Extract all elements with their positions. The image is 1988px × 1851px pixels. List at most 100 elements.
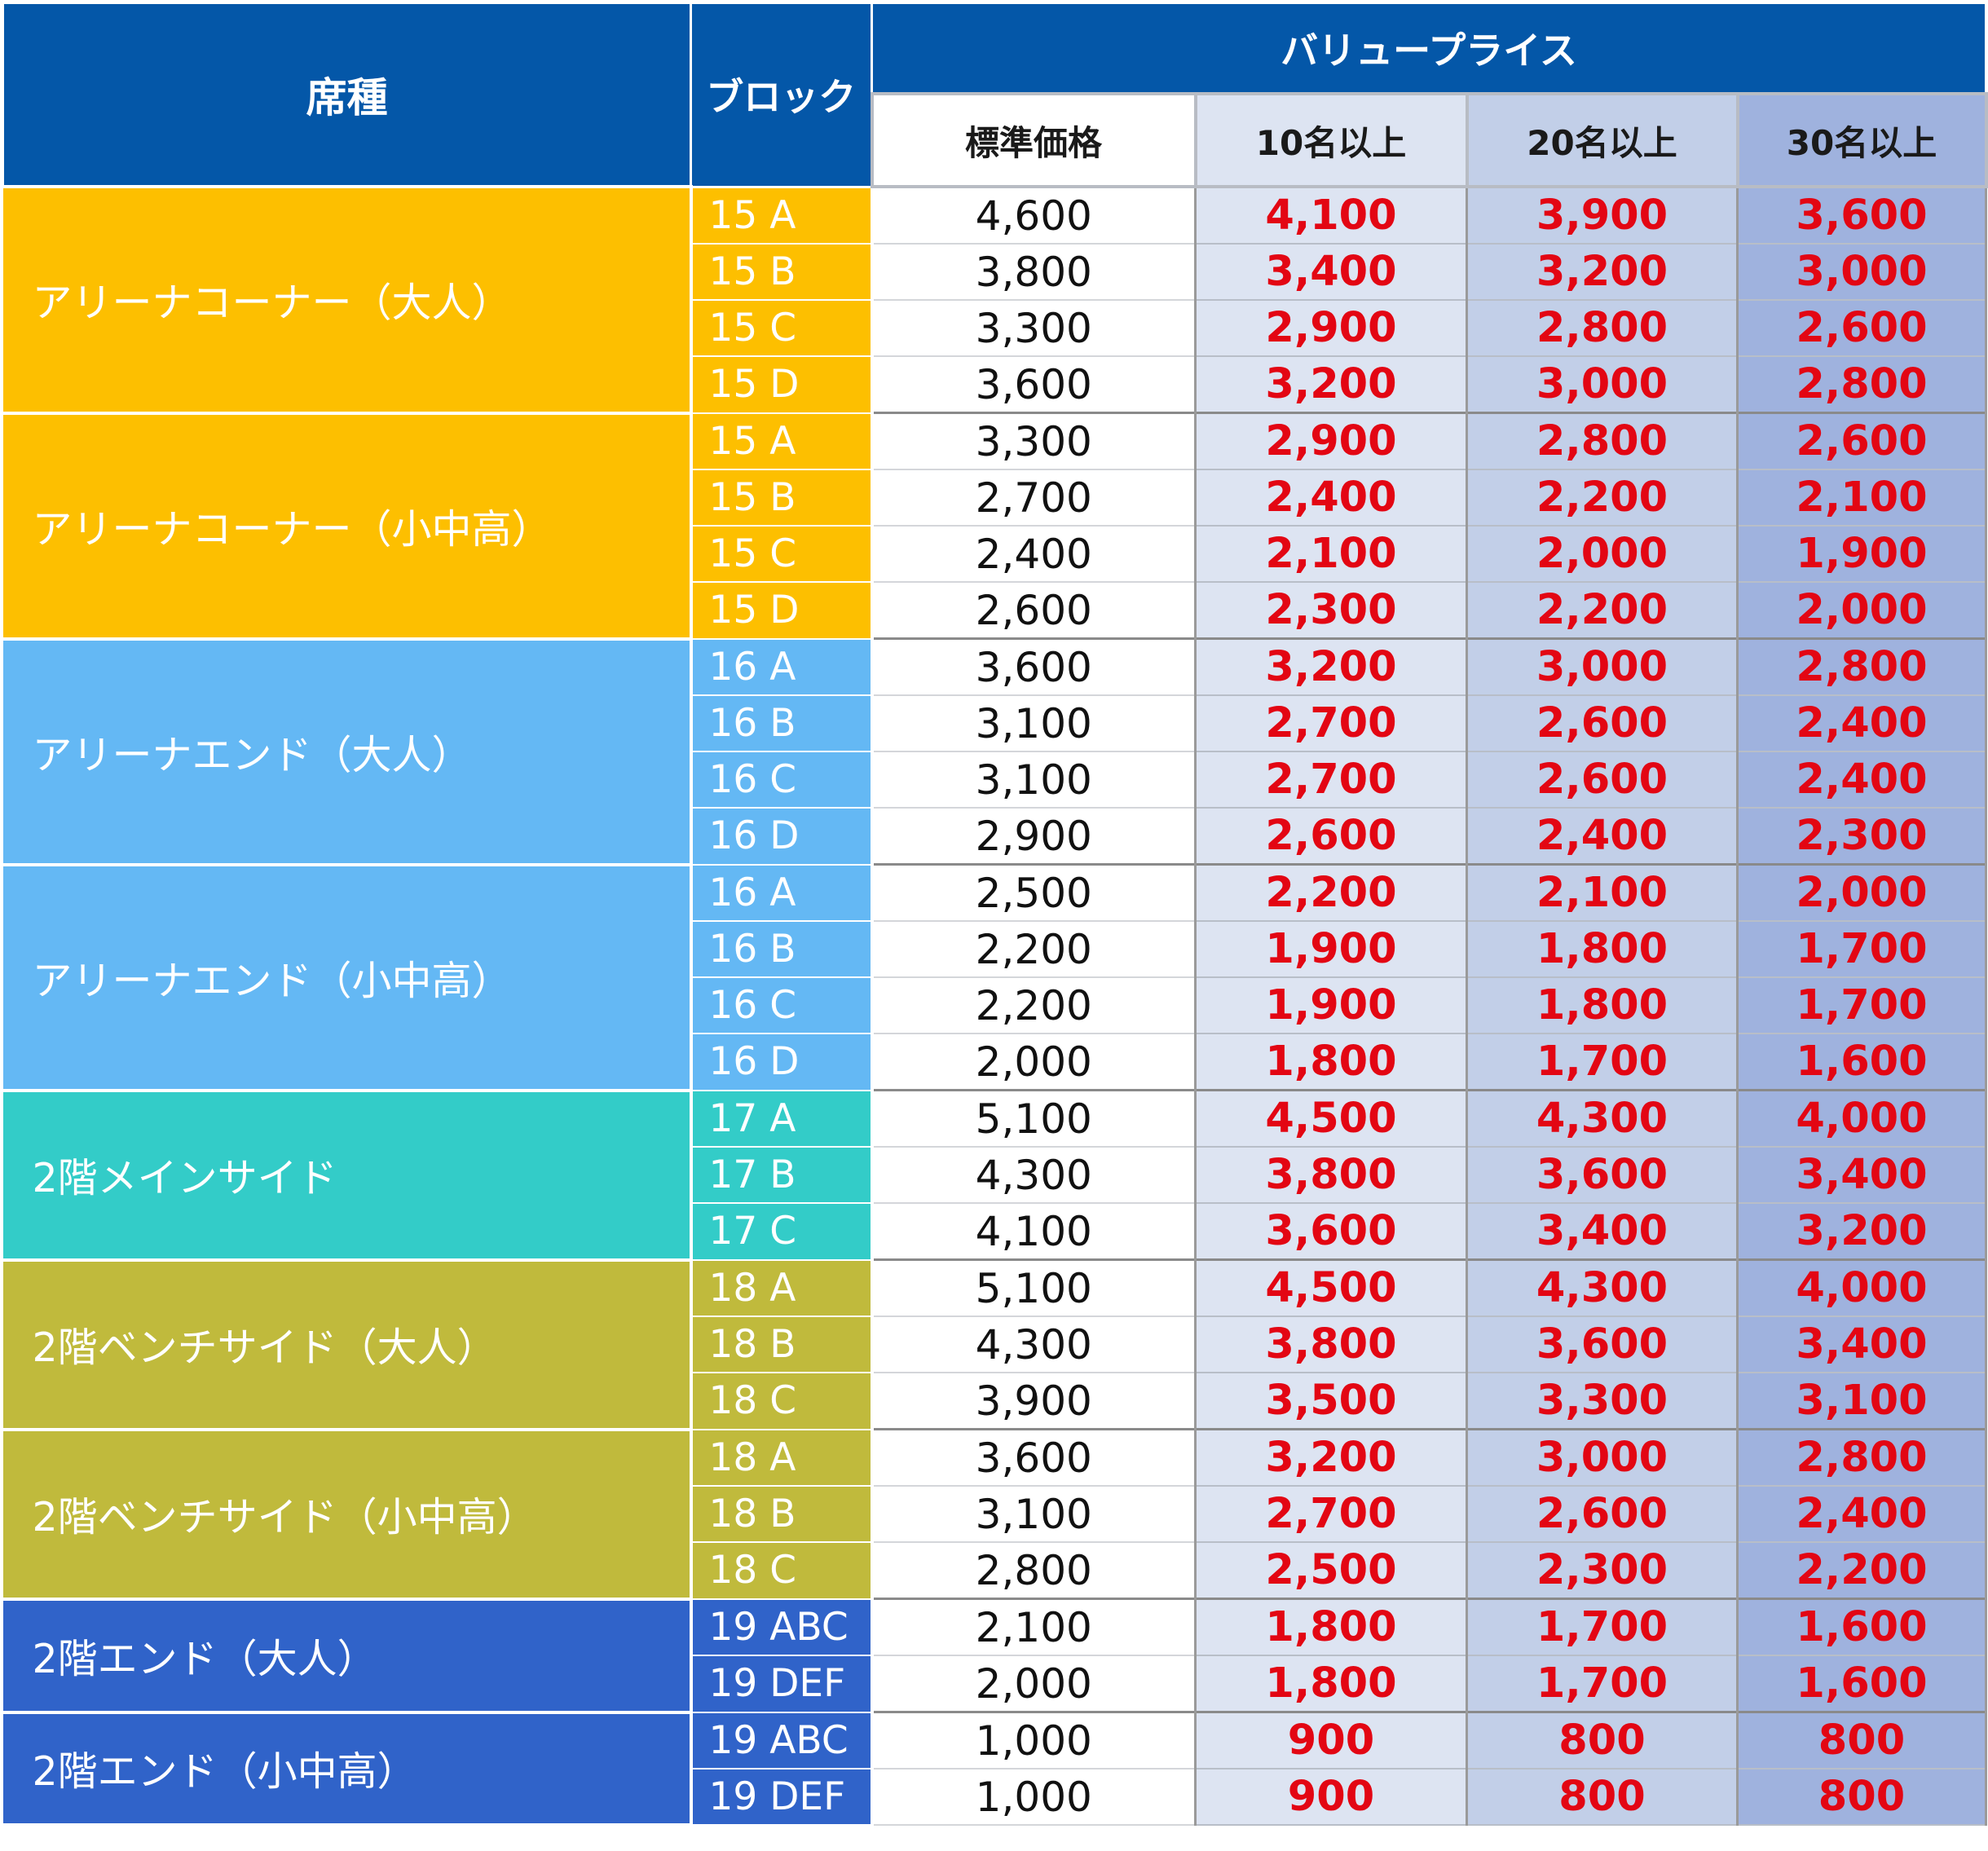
price-10-cell: 2,700 <box>1195 1486 1468 1543</box>
standard-price-cell: 2,900 <box>871 808 1197 866</box>
table-row: 17 B 4,300 3,800 3,600 3,400 <box>3 1147 1987 1204</box>
block-cell: 18 B <box>689 1316 874 1373</box>
block-cell: 16 A <box>689 864 874 922</box>
table-row: 15 C 3,300 2,900 2,800 2,600 <box>3 300 1987 357</box>
price-30-cell: 1,700 <box>1737 977 1987 1034</box>
standard-price-cell: 2,600 <box>871 582 1197 640</box>
price-10-cell: 3,200 <box>1195 1428 1468 1487</box>
standard-price-cell: 4,600 <box>871 185 1197 245</box>
table-row: 2階ベンチサイド（大人） 18 A 5,100 4,500 4,300 4,000 <box>2 1258 1987 1431</box>
seat-type-cell: アリーナコーナー（小中高） <box>2 411 691 641</box>
price-20-cell: 1,700 <box>1466 1598 1739 1656</box>
price-10-cell: 4,500 <box>1195 1089 1468 1148</box>
price-30-cell: 2,000 <box>1737 582 1987 640</box>
price-30-cell: 3,200 <box>1737 1203 1987 1261</box>
table-row: 2階エンド（小中高） 19 ABC 1,000 900 800 800 <box>2 1710 1987 1827</box>
price-30-cell: 2,200 <box>1737 1542 1987 1600</box>
block-cell: 18 C <box>689 1542 874 1600</box>
standard-price-cell: 3,800 <box>871 244 1197 301</box>
table-row: アリーナコーナー（大人） 15 A 4,600 4,100 3,900 3,600 <box>2 185 1987 415</box>
standard-price-cell: 2,500 <box>871 863 1197 922</box>
price-20-cell: 2,600 <box>1466 1486 1739 1543</box>
table-row: 15 B 2,700 2,400 2,200 2,100 <box>3 469 1987 527</box>
block-cell: 18 A <box>689 1259 874 1317</box>
price-20-cell: 1,700 <box>1466 1033 1739 1091</box>
tier-30-header: 30名以上 <box>1735 92 1988 188</box>
standard-price-cell: 5,100 <box>871 1089 1197 1148</box>
block-cell: 16 D <box>689 1033 874 1091</box>
table-row: 18 B 4,300 3,800 3,600 3,400 <box>3 1316 1987 1373</box>
header-row-sub: 標準価格 10名以上 20名以上 30名以上 <box>3 92 1988 188</box>
block-cell: 18 B <box>689 1486 874 1543</box>
block-cell: 16 B <box>689 695 874 752</box>
table-row: アリーナコーナー（小中高） 15 A 3,300 2,900 2,800 2,600 <box>2 411 1987 641</box>
standard-price-cell: 3,900 <box>871 1373 1197 1430</box>
seat-type-header: 席種 <box>2 2 692 188</box>
price-30-cell: 2,000 <box>1737 863 1987 922</box>
price-20-cell: 800 <box>1466 1711 1739 1769</box>
seat-type-cell: アリーナエンド（大人） <box>2 637 691 866</box>
price-10-cell: 2,900 <box>1195 300 1468 357</box>
standard-price-cell: 2,200 <box>871 977 1197 1034</box>
table-row: 16 B 2,200 1,900 1,800 1,700 <box>3 921 1987 978</box>
standard-price-cell: 4,300 <box>871 1147 1197 1204</box>
price-10-cell: 2,100 <box>1195 526 1468 583</box>
price-20-cell: 2,400 <box>1466 808 1739 866</box>
standard-price-cell: 4,100 <box>871 1203 1197 1261</box>
price-30-cell: 2,600 <box>1737 412 1987 470</box>
table-row: 16 D 2,900 2,600 2,400 2,300 <box>3 808 1987 866</box>
table-row: 19 DEF 1,000 900 800 800 <box>3 1769 1987 1826</box>
price-20-cell: 3,400 <box>1466 1203 1739 1261</box>
price-20-cell: 800 <box>1466 1769 1739 1826</box>
standard-price-cell: 3,100 <box>871 751 1197 809</box>
standard-price-cell: 3,600 <box>871 356 1197 414</box>
seat-type-cell: アリーナコーナー（大人） <box>2 185 691 415</box>
price-30-cell: 1,900 <box>1737 526 1987 583</box>
table-row: 2階エンド（大人） 19 ABC 2,100 1,800 1,700 1,600 <box>2 1597 1987 1714</box>
price-30-cell: 3,400 <box>1737 1316 1987 1373</box>
price-20-cell: 2,300 <box>1466 1542 1739 1600</box>
price-10-cell: 2,200 <box>1195 863 1468 922</box>
block-cell: 19 ABC <box>689 1598 874 1656</box>
block-cell: 15 C <box>689 300 874 357</box>
price-30-cell: 1,600 <box>1737 1033 1987 1091</box>
block-cell: 15 C <box>689 526 874 583</box>
block-cell: 18 A <box>689 1429 874 1487</box>
price-30-cell: 2,800 <box>1737 637 1987 696</box>
standard-price-cell: 3,300 <box>871 300 1197 357</box>
block-cell: 15 A <box>689 187 874 245</box>
block-cell: 15 A <box>689 412 874 470</box>
table-row: 18 B 3,100 2,700 2,600 2,400 <box>3 1486 1987 1543</box>
tier-10-header: 10名以上 <box>1193 92 1469 188</box>
table-row: 15 C 2,400 2,100 2,000 1,900 <box>3 526 1987 583</box>
table-row: 15 D 3,600 3,200 3,000 2,800 <box>3 356 1987 414</box>
price-10-cell: 2,400 <box>1195 469 1468 527</box>
price-10-cell: 3,500 <box>1195 1373 1468 1430</box>
price-30-cell: 800 <box>1737 1769 1987 1826</box>
price-30-cell: 2,100 <box>1737 469 1987 527</box>
block-cell: 17 C <box>689 1203 874 1261</box>
standard-price-cell: 3,600 <box>871 637 1197 696</box>
seat-type-cell: 2階ベンチサイド（大人） <box>2 1258 691 1431</box>
price-20-cell: 2,800 <box>1466 300 1739 357</box>
block-cell: 18 C <box>689 1373 874 1430</box>
price-10-cell: 1,900 <box>1195 977 1468 1034</box>
table-body: アリーナコーナー（大人） 15 A 4,600 4,100 3,900 3,600 15 B… <box>2 185 1987 1827</box>
price-20-cell: 3,000 <box>1466 1428 1739 1487</box>
table-row: アリーナエンド（大人） 16 A 3,600 3,200 3,000 2,800 <box>2 637 1987 866</box>
price-30-cell: 2,800 <box>1737 356 1987 414</box>
table-row: 15 D 2,600 2,300 2,200 2,000 <box>3 582 1987 640</box>
price-20-cell: 1,800 <box>1466 977 1739 1034</box>
price-10-cell: 1,800 <box>1195 1033 1468 1091</box>
price-10-cell: 3,800 <box>1195 1316 1468 1373</box>
price-10-cell: 3,800 <box>1195 1147 1468 1204</box>
table-row: 16 B 3,100 2,700 2,600 2,400 <box>3 695 1987 752</box>
price-30-cell: 800 <box>1737 1711 1987 1769</box>
standard-price-cell: 3,100 <box>871 695 1197 752</box>
price-30-cell: 2,800 <box>1737 1428 1987 1487</box>
price-10-cell: 2,900 <box>1195 412 1468 470</box>
price-10-cell: 4,500 <box>1195 1258 1468 1317</box>
price-30-cell: 4,000 <box>1737 1258 1987 1317</box>
table-row: 2階メインサイド 17 A 5,100 4,500 4,300 4,000 <box>2 1088 1987 1262</box>
standard-price-cell: 1,000 <box>871 1711 1197 1769</box>
